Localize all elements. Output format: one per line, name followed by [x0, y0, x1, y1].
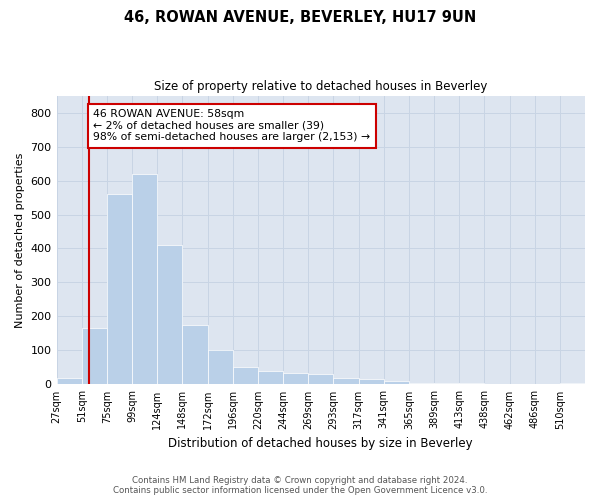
Text: 46, ROWAN AVENUE, BEVERLEY, HU17 9UN: 46, ROWAN AVENUE, BEVERLEY, HU17 9UN — [124, 10, 476, 25]
Bar — [157, 245, 182, 384]
Bar — [132, 174, 157, 384]
Y-axis label: Number of detached properties: Number of detached properties — [15, 152, 25, 328]
Bar — [359, 380, 383, 384]
Bar — [560, 382, 585, 384]
Text: Contains HM Land Registry data © Crown copyright and database right 2024.
Contai: Contains HM Land Registry data © Crown c… — [113, 476, 487, 495]
Bar — [283, 372, 308, 384]
Bar — [233, 368, 258, 384]
Bar — [434, 382, 459, 384]
Bar — [459, 382, 484, 384]
Bar — [409, 382, 434, 384]
X-axis label: Distribution of detached houses by size in Beverley: Distribution of detached houses by size … — [169, 437, 473, 450]
Bar — [182, 325, 208, 384]
Bar — [334, 378, 359, 384]
Text: 46 ROWAN AVENUE: 58sqm
← 2% of detached houses are smaller (39)
98% of semi-deta: 46 ROWAN AVENUE: 58sqm ← 2% of detached … — [93, 109, 370, 142]
Bar — [258, 371, 283, 384]
Bar — [383, 381, 409, 384]
Bar — [308, 374, 334, 384]
Bar — [56, 378, 82, 384]
Title: Size of property relative to detached houses in Beverley: Size of property relative to detached ho… — [154, 80, 487, 93]
Bar — [107, 194, 132, 384]
Bar — [208, 350, 233, 384]
Bar — [82, 328, 107, 384]
